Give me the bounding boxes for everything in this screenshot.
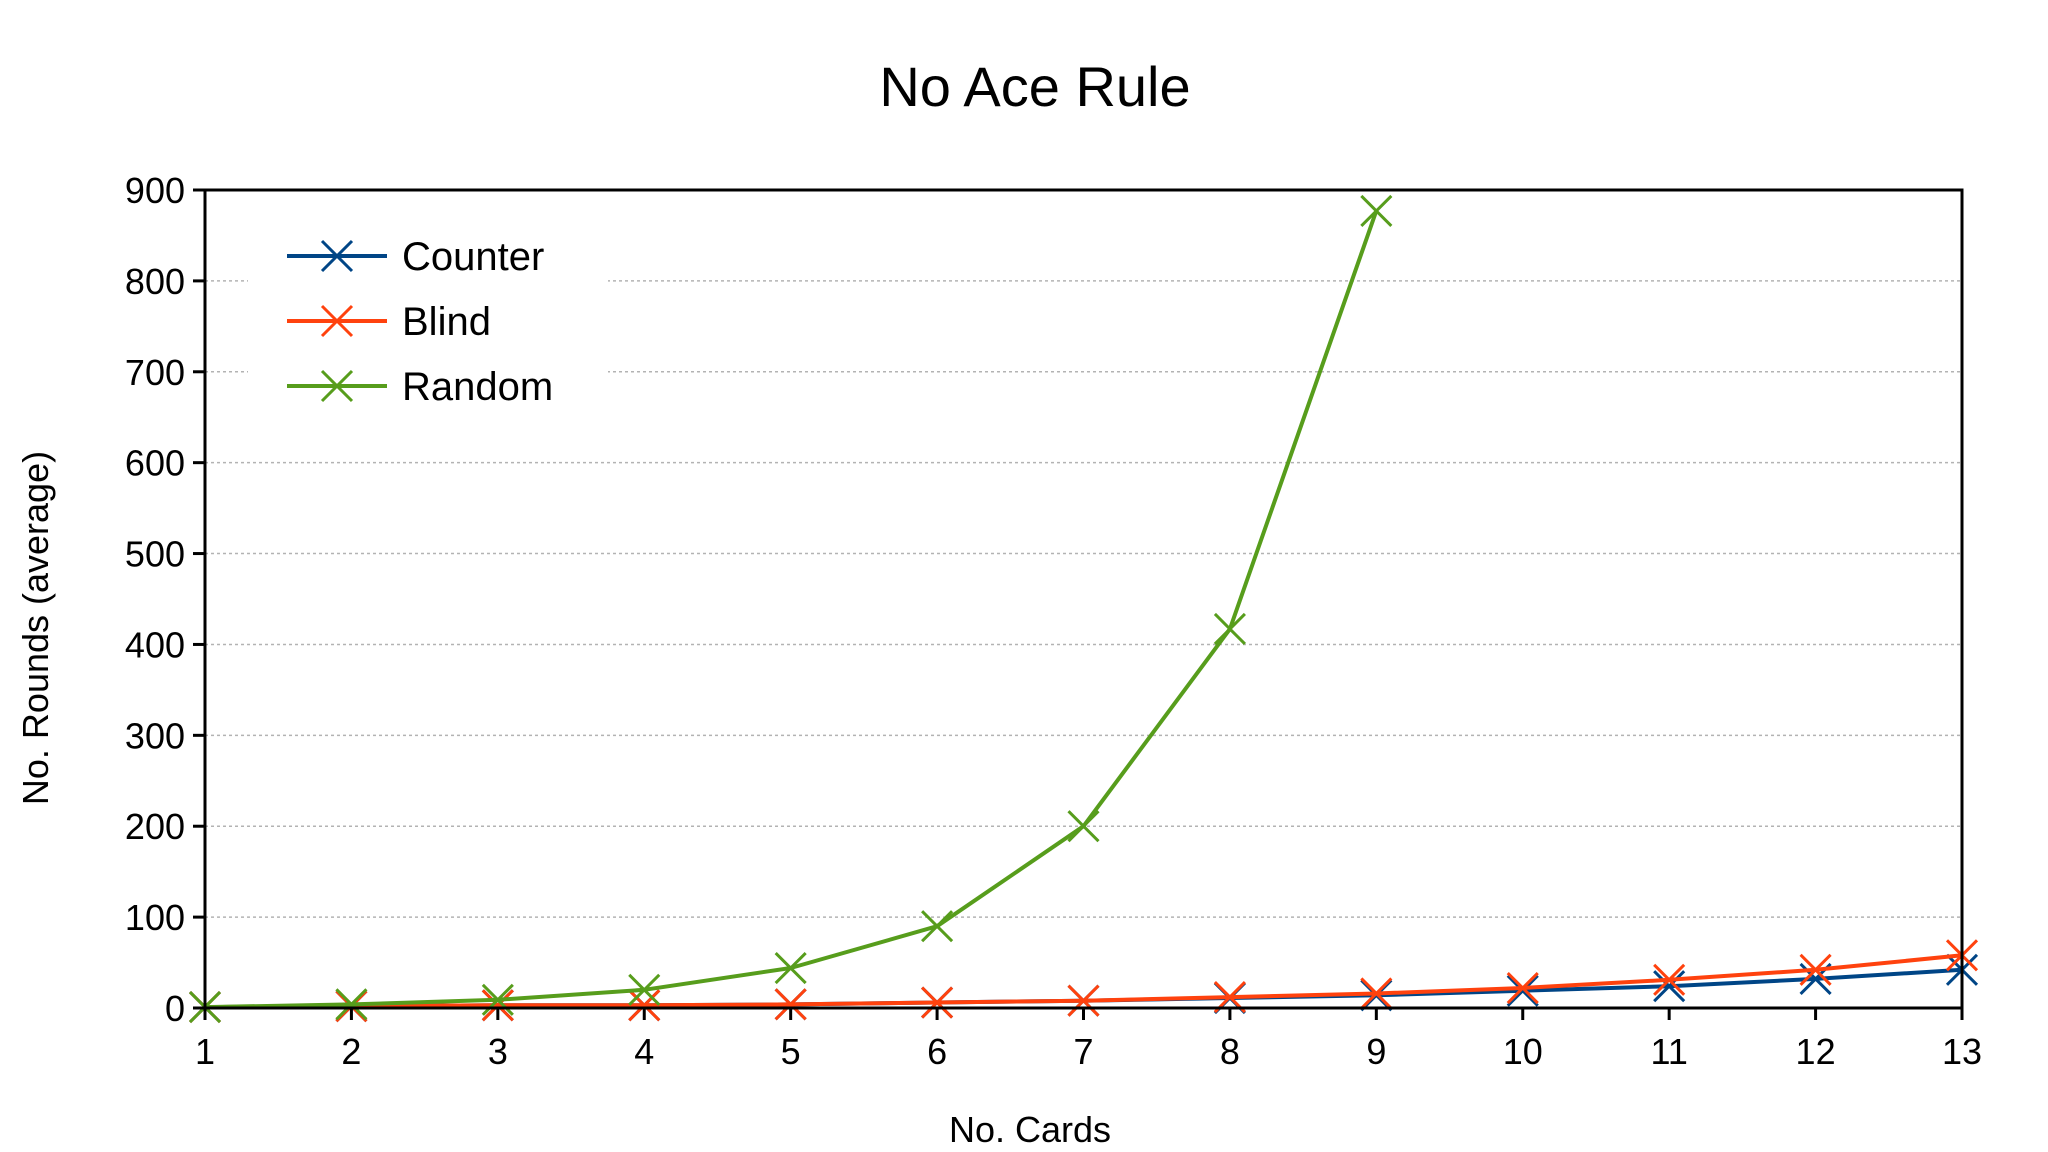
legend-marker <box>320 239 354 273</box>
x-tick-label: 3 <box>488 1031 508 1072</box>
data-point <box>1506 971 1539 1005</box>
y-tick-label: 0 <box>165 988 185 1029</box>
data-point <box>774 951 807 985</box>
legend-item-blind: Blind <box>287 300 491 344</box>
data-point <box>1653 970 1686 1003</box>
data-point <box>1360 977 1393 1010</box>
x-tick-label: 13 <box>1942 1031 1982 1072</box>
data-point <box>1360 194 1393 227</box>
data-point <box>628 973 661 1006</box>
legend-item-counter: Counter <box>287 235 544 279</box>
y-tick-label: 900 <box>125 170 185 211</box>
x-tick-label: 9 <box>1366 1031 1386 1072</box>
x-tick-label: 12 <box>1796 1031 1836 1072</box>
legend-label: Counter <box>402 235 544 279</box>
y-tick-label: 700 <box>125 352 185 393</box>
data-point <box>774 988 807 1021</box>
data-point <box>921 910 954 943</box>
series-random <box>188 194 1393 1024</box>
x-tick-label: 10 <box>1503 1031 1543 1072</box>
x-axis: 1 2 3 4 5 6 7 8 9 10 11 12 13 <box>195 1008 1982 1072</box>
data-point <box>481 983 514 1016</box>
x-tick-label: 8 <box>1220 1031 1240 1072</box>
x-tick-label: 11 <box>1650 1031 1687 1072</box>
y-tick-label: 400 <box>125 624 185 665</box>
x-tick-label: 4 <box>634 1031 654 1072</box>
series-blind <box>188 939 1979 1024</box>
y-tick-label: 800 <box>125 261 185 302</box>
y-tick-label: 500 <box>125 534 185 575</box>
legend-marker <box>320 304 354 338</box>
legend-marker <box>320 369 354 403</box>
x-tick-label: 5 <box>781 1031 801 1072</box>
series-group <box>188 194 1979 1024</box>
chart-title: No Ace Rule <box>879 55 1190 118</box>
data-point <box>1653 963 1686 996</box>
data-point <box>1799 953 1832 986</box>
data-point <box>1067 984 1100 1017</box>
legend-background <box>248 220 608 410</box>
x-tick-label: 7 <box>1073 1031 1093 1072</box>
y-tick-label: 200 <box>125 806 185 847</box>
data-point <box>1506 974 1539 1007</box>
data-point <box>628 989 661 1022</box>
y-tick-label: 300 <box>125 715 185 756</box>
data-point <box>335 988 368 1021</box>
x-axis-title: No. Cards <box>949 1109 1111 1150</box>
data-point <box>921 986 954 1019</box>
legend: Counter Blind Random <box>248 220 608 410</box>
y-axis: 0 100 200 300 400 500 600 700 800 900 <box>125 170 205 1029</box>
data-point <box>481 989 514 1022</box>
y-axis-title: No. Rounds (average) <box>15 451 56 805</box>
legend-label: Blind <box>402 300 491 344</box>
legend-label: Random <box>402 365 553 409</box>
y-tick-label: 600 <box>125 443 185 484</box>
data-point <box>1213 612 1246 646</box>
x-tick-label: 1 <box>195 1031 215 1072</box>
data-point <box>1067 810 1100 843</box>
x-tick-label: 2 <box>341 1031 361 1072</box>
y-tick-label: 100 <box>125 897 185 938</box>
x-tick-label: 6 <box>927 1031 947 1072</box>
legend-item-random: Random <box>287 365 553 409</box>
